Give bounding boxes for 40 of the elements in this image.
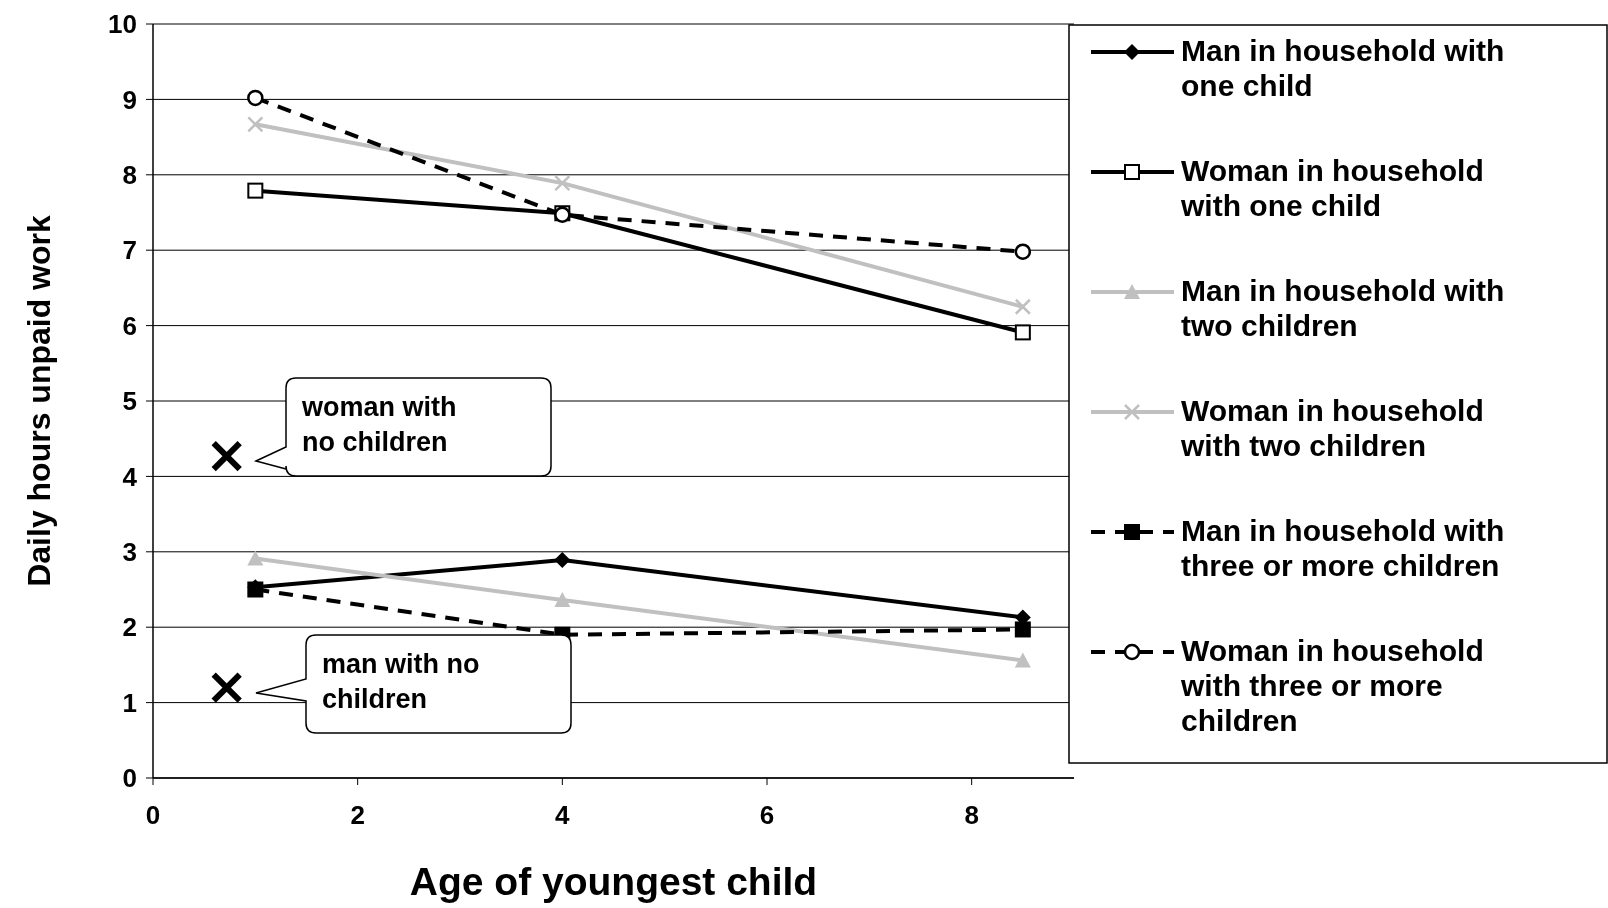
point <box>247 116 264 133</box>
legend-label: Man in household with three or more children <box>1181 514 1505 582</box>
point <box>247 550 264 566</box>
point <box>1014 621 1031 638</box>
x-tick-label: 4 <box>555 800 571 830</box>
y-tick-label: 2 <box>122 612 137 643</box>
point <box>554 552 571 569</box>
y-tick-label: 9 <box>122 84 137 115</box>
legend-label: Woman in household with three or more children <box>1180 634 1484 737</box>
y-tick-label: 5 <box>122 386 137 417</box>
y-tick-label: 0 <box>122 763 137 794</box>
y-tick-label: 7 <box>122 235 137 266</box>
x-tick-label: 8 <box>964 800 979 830</box>
annotation: man with no children <box>322 649 480 714</box>
point <box>1014 324 1031 341</box>
point <box>210 440 243 473</box>
legend-label: Man in household with one child <box>1181 34 1505 102</box>
x-tick-label: 2 <box>350 800 365 830</box>
y-axis-title: Daily hours unpaid work <box>21 214 57 587</box>
legend-label: Woman in household with one child <box>1180 154 1484 222</box>
point <box>554 592 571 608</box>
point <box>1014 652 1031 668</box>
point <box>1014 243 1032 260</box>
y-tick-label: 6 <box>122 310 137 341</box>
point <box>210 671 243 704</box>
x-axis-title: Age of youngest child <box>409 860 818 903</box>
point <box>1014 298 1032 315</box>
y-tick-label: 4 <box>122 461 138 492</box>
legend-label: Woman in household with two children <box>1180 394 1484 462</box>
y-tick-label: 3 <box>122 536 137 567</box>
legend-label: Man in household with two children <box>1181 274 1505 342</box>
annotation: woman with no children <box>301 392 457 457</box>
point <box>247 182 264 199</box>
y-tick-label: 1 <box>122 687 137 718</box>
point <box>554 174 571 192</box>
x-tick-label: 0 <box>145 800 161 830</box>
y-tick-label: 8 <box>122 159 137 190</box>
y-tick-label: 10 <box>108 9 137 40</box>
point <box>247 89 264 107</box>
x-tick-label: 6 <box>759 800 775 830</box>
